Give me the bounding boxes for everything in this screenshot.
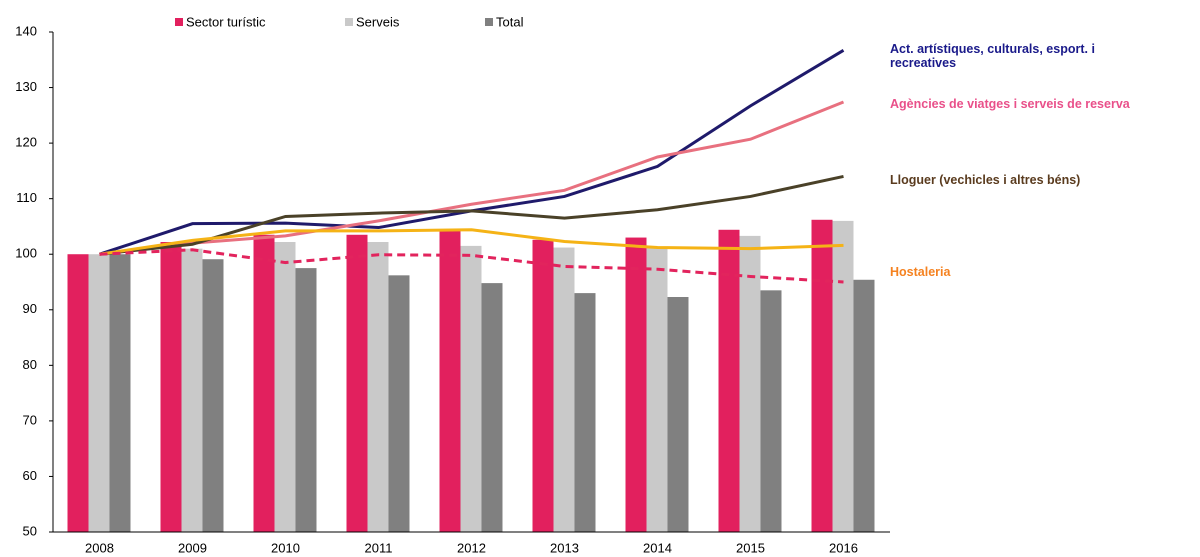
line-label: Hostaleria [890,265,951,279]
bar [202,259,224,532]
bar [811,219,833,532]
bar [481,283,503,532]
line [99,248,844,284]
y-tick-label: 130 [15,79,37,94]
x-tick-label: 2015 [736,540,765,555]
x-tick-label: 2016 [829,540,858,555]
line [99,228,844,256]
legend-swatch [485,18,493,26]
y-tick-label: 140 [15,23,37,38]
bar [367,242,389,532]
line [99,174,844,256]
line-label: Lloguer (vechicles i altres béns) [890,173,1081,187]
bar [439,230,461,533]
y-tick-label: 50 [23,523,37,538]
x-tick-label: 2012 [457,540,486,555]
legend-swatch [175,18,183,26]
x-tick-label: 2011 [365,540,393,555]
bar [532,239,554,532]
y-tick-label: 70 [23,412,37,427]
legend-swatch [345,18,353,26]
legend-label: Serveis [356,14,400,29]
bar [739,235,761,532]
bar [625,237,647,533]
bar [553,247,575,533]
bar [346,234,368,532]
y-tick-label: 100 [15,246,37,261]
line [99,49,845,256]
bar [253,234,275,532]
line-label: Act. artístiques, culturals, esport. i r… [890,42,1095,70]
x-tick-label: 2013 [550,540,579,555]
bar [574,293,596,532]
y-tick-label: 60 [23,468,37,483]
bar [109,254,131,532]
bar [760,290,782,532]
bar [388,275,410,532]
y-tick-label: 80 [23,357,37,372]
x-tick-label: 2008 [85,540,114,555]
y-tick-label: 90 [23,301,37,316]
bar [88,254,110,532]
bar [295,268,317,532]
x-tick-label: 2010 [271,540,300,555]
line-label: Agències de viatges i serveis de reserva [890,97,1130,111]
x-tick-label: 2009 [178,540,207,555]
bar [274,242,296,532]
bar [646,247,668,533]
legend-label: Sector turístic [186,14,266,29]
y-tick-label: 120 [15,135,37,150]
bar [67,254,89,532]
line [99,100,845,256]
bar [160,242,182,532]
bar [460,245,482,532]
legend-label: Total [496,14,524,29]
bar [718,229,740,532]
bar [832,220,854,532]
bar [181,248,203,532]
x-tick-label: 2014 [643,540,672,555]
bar [667,297,689,532]
y-tick-label: 110 [16,190,37,205]
bar [853,279,875,532]
